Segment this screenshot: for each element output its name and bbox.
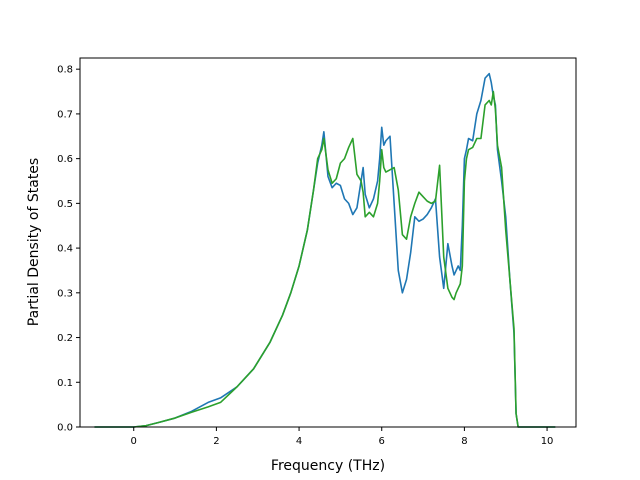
y-axis-label: Partial Density of States [26, 158, 42, 326]
x-tick-label: 6 [379, 436, 385, 447]
y-tick-label: 0.5 [57, 199, 73, 210]
plot-area [80, 58, 576, 427]
y-axis-ticks: 0.0 0.1 0.2 0.3 0.4 0.5 0.6 0.7 0.8 [57, 65, 80, 434]
y-tick-label: 0.7 [57, 109, 73, 120]
y-tick-label: 0.2 [57, 333, 73, 344]
y-tick-label: 0.0 [57, 423, 73, 434]
x-tick-label: 8 [461, 436, 467, 447]
y-tick-label: 0.3 [57, 288, 73, 299]
plot-frame [79, 57, 577, 428]
y-tick-label: 0.4 [57, 244, 73, 255]
x-tick-label: 4 [296, 436, 302, 447]
x-tick-label: 2 [213, 436, 219, 447]
x-tick-label: 10 [541, 436, 554, 447]
x-axis-ticks: 0 2 4 6 8 10 [131, 427, 554, 447]
x-tick-label: 0 [131, 436, 137, 447]
y-tick-label: 0.6 [57, 154, 73, 165]
y-tick-label: 0.1 [57, 378, 73, 389]
series-layer [94, 72, 556, 428]
x-axis-label: Frequency (THz) [271, 458, 385, 474]
series-line-2 [94, 90, 556, 428]
y-tick-label: 0.8 [57, 65, 73, 76]
